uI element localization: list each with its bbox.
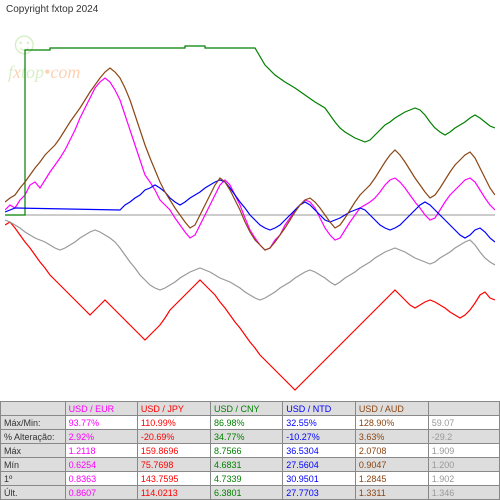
data-cell: USD / AUD <box>355 402 428 416</box>
chart-svg <box>5 10 495 408</box>
data-cell: 114.0213 <box>137 486 210 500</box>
data-cell: -10.27% <box>283 430 356 444</box>
data-cell: 0.8607 <box>65 486 137 500</box>
data-cell: 6.3801 <box>210 486 282 500</box>
data-cell: -20.69% <box>137 430 210 444</box>
data-cell: 93.77% <box>65 416 137 430</box>
data-cell: 0.9047 <box>355 458 428 472</box>
data-cell: 3.63% <box>355 430 428 444</box>
data-cell: 1.909 <box>428 444 499 458</box>
data-cell: 159.8696 <box>137 444 210 458</box>
row-label: 1º <box>1 472 66 486</box>
data-cell: 86.98% <box>210 416 282 430</box>
data-cell: 59.07 <box>428 416 499 430</box>
data-table: USD / EURUSD / JPYUSD / CNYUSD / NTDUSD … <box>0 401 500 500</box>
data-cell: USD / JPY <box>137 402 210 416</box>
data-cell: 2.92% <box>65 430 137 444</box>
data-cell: 0.6254 <box>65 458 137 472</box>
data-cell: 75.7698 <box>137 458 210 472</box>
series-USD/EUR <box>5 78 495 250</box>
row-label: Máx/Min: <box>1 416 66 430</box>
series-USD/AUD <box>5 68 495 250</box>
data-cell: -29.2 <box>428 430 499 444</box>
chart-container: Copyright fxtop 2024 ☺ fxtop•com 1990-01… <box>0 0 500 500</box>
data-cell: 1.902 <box>428 472 499 486</box>
data-cell: 32.55% <box>283 416 356 430</box>
data-cell: 36.5304 <box>283 444 356 458</box>
data-cell: USD / EUR <box>65 402 137 416</box>
data-cell: 128.90% <box>355 416 428 430</box>
row-label: % Alteração: <box>1 430 66 444</box>
data-cell: 110.99% <box>137 416 210 430</box>
data-cell: 4.7339 <box>210 472 282 486</box>
data-cell: 1.2118 <box>65 444 137 458</box>
row-label: Últ. <box>1 486 66 500</box>
series-USD/CNY <box>5 46 495 215</box>
row-label: Máx <box>1 444 66 458</box>
data-cell: 27.7703 <box>283 486 356 500</box>
row-label <box>1 402 66 416</box>
chart-area <box>5 10 495 408</box>
data-cell: 1.2845 <box>355 472 428 486</box>
data-cell: 1.200 <box>428 458 499 472</box>
data-cell: 8.7566 <box>210 444 282 458</box>
data-cell: USD / CNY <box>210 402 282 416</box>
data-cell: 1.346 <box>428 486 499 500</box>
data-cell: USD / NTD <box>283 402 356 416</box>
row-label: Mín <box>1 458 66 472</box>
data-cell: 27.5604 <box>283 458 356 472</box>
data-cell <box>428 402 499 416</box>
data-cell: 0.8363 <box>65 472 137 486</box>
data-cell: 34.77% <box>210 430 282 444</box>
data-cell: 1.3311 <box>355 486 428 500</box>
data-cell: 30.9501 <box>283 472 356 486</box>
data-cell: 4.6831 <box>210 458 282 472</box>
data-cell: 143.7595 <box>137 472 210 486</box>
series-USD/JPY <box>5 222 495 390</box>
data-cell: 2.0708 <box>355 444 428 458</box>
